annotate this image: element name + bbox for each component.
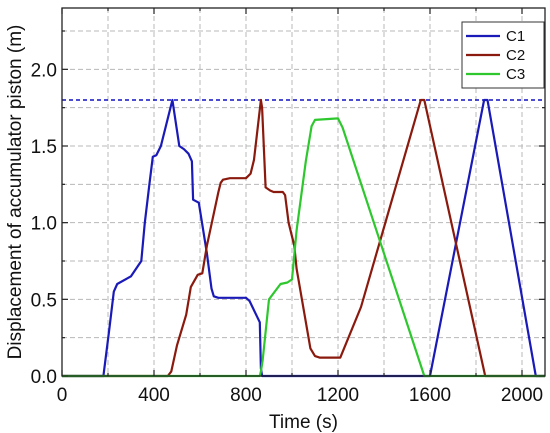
- legend: C1 C2 C3: [461, 21, 545, 89]
- y-tick-label: 0.5: [31, 290, 57, 311]
- x-tick-label: 1600: [409, 385, 451, 406]
- legend-label-c3: C3: [506, 66, 525, 83]
- y-tick-labels: 0.0 0.5 1.0 1.5 2.0: [31, 60, 57, 388]
- x-tick-label: 1200: [317, 385, 359, 406]
- y-tick-label: 1.0: [31, 214, 57, 235]
- x-tick-label: 2000: [501, 385, 543, 406]
- y-tick-label: 2.0: [31, 60, 57, 81]
- legend-label-c1: C1: [506, 28, 525, 45]
- series-line-c2: [62, 98, 545, 378]
- series-group: [62, 98, 545, 378]
- y-tick-label: 0.0: [31, 367, 57, 388]
- y-axis-title: Displacement of accumulator piston (m): [5, 25, 26, 360]
- y-tick-label: 1.5: [31, 137, 57, 158]
- x-tick-label: 400: [138, 385, 170, 406]
- x-tick-labels: 0 400 800 1200 1600 2000: [57, 385, 543, 406]
- x-tick-label: 0: [57, 385, 68, 406]
- series-line-c1: [62, 98, 545, 378]
- series-line-c3: [62, 117, 545, 378]
- x-tick-label: 800: [230, 385, 262, 406]
- plot-frame: [61, 7, 546, 377]
- legend-label-c2: C2: [506, 47, 525, 64]
- x-axis-title: Time (s): [269, 412, 338, 433]
